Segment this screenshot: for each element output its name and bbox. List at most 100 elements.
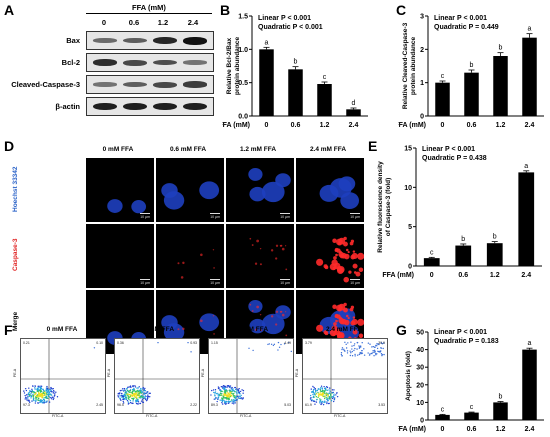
event-dot [133,388,135,391]
event-dot [319,390,322,392]
event-dot [240,394,242,397]
event-dot [145,399,148,402]
significance-letter: c [470,404,474,411]
event-dot [140,387,142,390]
event-dot [30,391,32,393]
event-dot [119,389,122,392]
panel-label-d: D [4,138,15,154]
microscopy-col-title: 0.6 mM FFA [169,146,207,153]
event-dot [142,401,145,404]
event-dot [343,348,345,351]
event-dot [26,394,28,396]
x-axis-label: FFA (mM) [222,122,250,129]
event-dot [327,399,329,402]
y-tick-label: 1.5 [238,14,248,21]
event-dot [41,399,43,402]
event-dot [37,402,39,404]
flow-column-title: 0 mM FFA [46,326,78,333]
event-dot [324,390,326,392]
event-dot [124,389,126,392]
x-tick-label: 0.6 [458,272,468,279]
cell-image [248,300,291,337]
event-dot [217,392,219,395]
caspase-signal [212,315,215,317]
event-dot [138,397,140,399]
event-dot [138,393,140,395]
event-dot [123,389,125,392]
event-dot [326,386,329,389]
caspase-signal [200,253,203,257]
event-dot [232,388,234,391]
caspase-signal [256,305,260,309]
event-dot [220,394,222,397]
event-dot [354,353,356,356]
event-dot [223,386,225,388]
event-dot [40,392,43,395]
significance-letter: a [528,26,532,33]
event-dot [124,395,126,397]
y-tick-label: 5 [408,224,412,231]
event-dot [38,388,40,391]
x-tick-label: 1.2 [490,272,500,279]
x-tick-label: 1.2 [496,122,506,129]
event-dot [333,394,335,397]
caspase-signal [259,313,262,316]
x-tick-label: 0.6 [467,122,477,129]
event-dot [234,402,236,404]
bar [423,258,440,266]
event-dot [126,393,129,395]
event-dot [372,345,375,348]
event-dot [123,394,125,396]
quadrant-percent: 0.21 [23,341,30,345]
event-dot [135,399,137,402]
event-dot [321,401,323,403]
event-dot [315,391,317,393]
event-dot [234,399,237,401]
x-tick-label: 1.2 [320,122,330,129]
event-dot [231,395,233,397]
event-dot [221,403,224,405]
bar-chart-g: Linear P < 0.001 Quadratic P = 0.183 0 10 20… [398,329,544,433]
event-dot [310,400,313,402]
caspase-signal [345,248,349,252]
event-dot [240,397,243,399]
blot-band [153,102,177,111]
flow-column-title: 1.2 mM FFA [231,326,269,333]
event-dot [316,389,319,392]
event-dot [117,395,119,397]
caspase-signal [259,263,262,266]
flow-y-axis-label: PE-A [201,368,206,378]
event-dot [333,398,335,400]
caspase-signal [333,256,337,260]
significance-letter: a [528,340,532,347]
microscopy-grid: 10 μm 10 μm 10 μm 10 μm 10 μm 10 μm 10 μm 10 μm… [86,158,368,356]
stat-line: Quadratic P = 0.449 [434,24,499,31]
event-dot [223,395,225,397]
event-dot [146,392,148,394]
y-axis-label: protein abundance [410,37,417,96]
caspase-signal [332,332,336,336]
event-dot [223,388,225,391]
quadrant-percent: 5.03 [284,403,291,407]
event-dot [310,396,312,399]
nucleus [275,173,291,188]
stat-line: Linear P < 0.001 [422,146,475,153]
caspase-signal [285,334,288,337]
nucleus [319,184,339,202]
event-dot [52,392,55,394]
event-dot [136,395,138,397]
event-dot [127,386,129,388]
event-dot [336,395,339,398]
event-dot [328,396,331,398]
event-dot [346,350,349,352]
significance-letter: c [430,249,434,256]
event-dot [226,392,228,394]
x-tick-label: 2.4 [349,122,359,129]
event-dot [27,397,29,399]
blot-title: FFA (mM) [132,3,166,12]
panel-label-e: E [368,138,378,154]
event-dot [46,391,49,393]
nucleus [161,183,178,198]
nucleus [107,199,123,213]
event-dot [238,397,240,400]
